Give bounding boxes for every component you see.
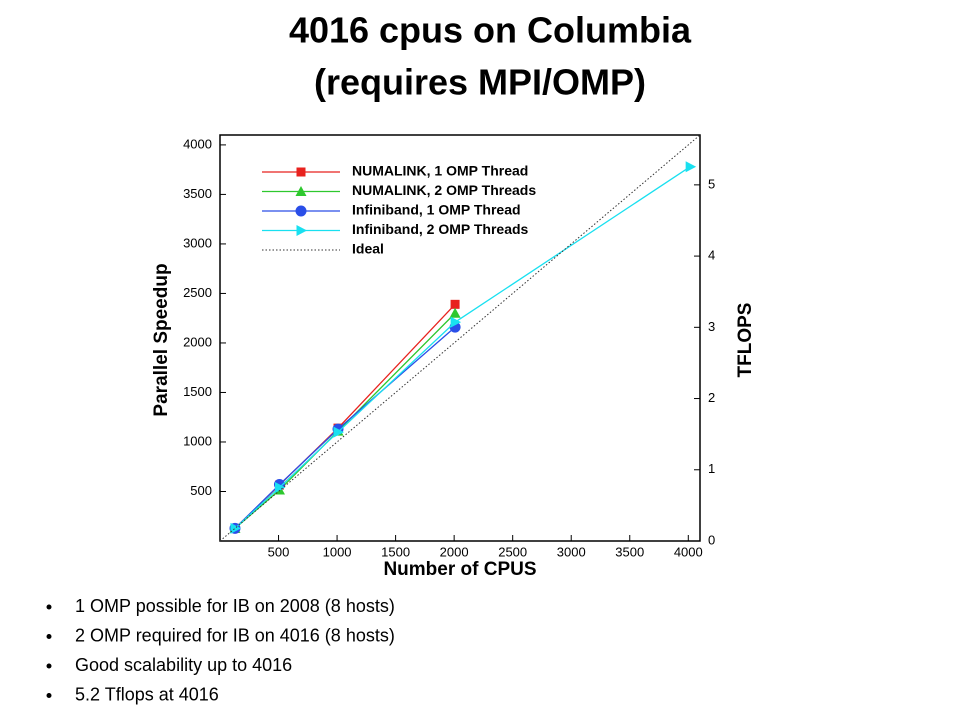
x-tick-label: 3000 [557,544,586,559]
y2-axis-label: TFLOPS [735,303,756,378]
x-tick-label: 2000 [440,544,469,559]
legend-label: Infiniband, 2 OMP Threads [352,221,529,237]
x-tick-label: 4000 [674,544,703,559]
y2-tick-label: 5 [708,176,715,191]
y2-tick-label: 3 [708,319,715,334]
data-point [449,307,461,318]
data-point [450,316,462,328]
y2-tick-label: 2 [708,390,715,405]
y-tick-label: 2000 [183,334,212,349]
title-line: (requires MPI/OMP) [314,62,646,103]
legend-marker [296,167,306,177]
y-tick-label: 4000 [183,136,212,151]
series-line [234,326,456,529]
legend-marker [296,225,307,236]
x-tick-label: 3500 [615,544,644,559]
y-tick-label: 1500 [183,384,212,399]
x-axis-label: Number of CPUS [383,559,536,580]
x-tick-label: 500 [268,544,290,559]
title-line: 4016 cpus on Columbia [289,10,692,51]
legend-marker [295,205,307,217]
bullet-text: 1 OMP possible for IB on 2008 (8 hosts) [75,596,395,616]
legend-label: Ideal [352,241,384,257]
legend-label: Infiniband, 1 OMP Thread [352,202,521,218]
legend-label: NUMALINK, 2 OMP Threads [352,182,536,198]
bullet-dot [46,693,52,698]
x-tick-label: 1500 [381,544,410,559]
plot-frame [219,134,701,542]
y-tick-label: 1000 [183,433,212,448]
y-tick-label: 3000 [183,235,212,250]
data-point [274,482,286,494]
bullet-dot [46,604,52,610]
y-tick-label: 500 [190,483,212,498]
bullet-text: 2 OMP required for IB on 4016 (8 hosts) [75,625,395,645]
x-tick-label: 2500 [498,544,527,559]
y2-tick-label: 4 [708,248,715,263]
y2-tick-label: 1 [708,461,715,476]
data-point [450,299,460,309]
data-point [333,426,345,438]
bullet-text: Good scalability up to 4016 [75,655,292,675]
y-tick-label: 2500 [183,285,212,300]
y-tick-label: 3500 [183,186,212,201]
series-line [234,303,456,529]
data-point [230,522,241,534]
bullet-dot [46,634,52,639]
y-axis-label: Parallel Speedup [151,263,172,416]
legend-marker [295,186,307,196]
x-tick-label: 1000 [323,544,352,559]
bullet-text: 5.2 Tflops at 4016 [75,684,219,704]
legend-label: NUMALINK, 1 OMP Thread [352,163,528,179]
data-point [685,161,697,173]
bullet-dot [46,663,52,669]
y2-tick-label: 0 [708,532,715,547]
